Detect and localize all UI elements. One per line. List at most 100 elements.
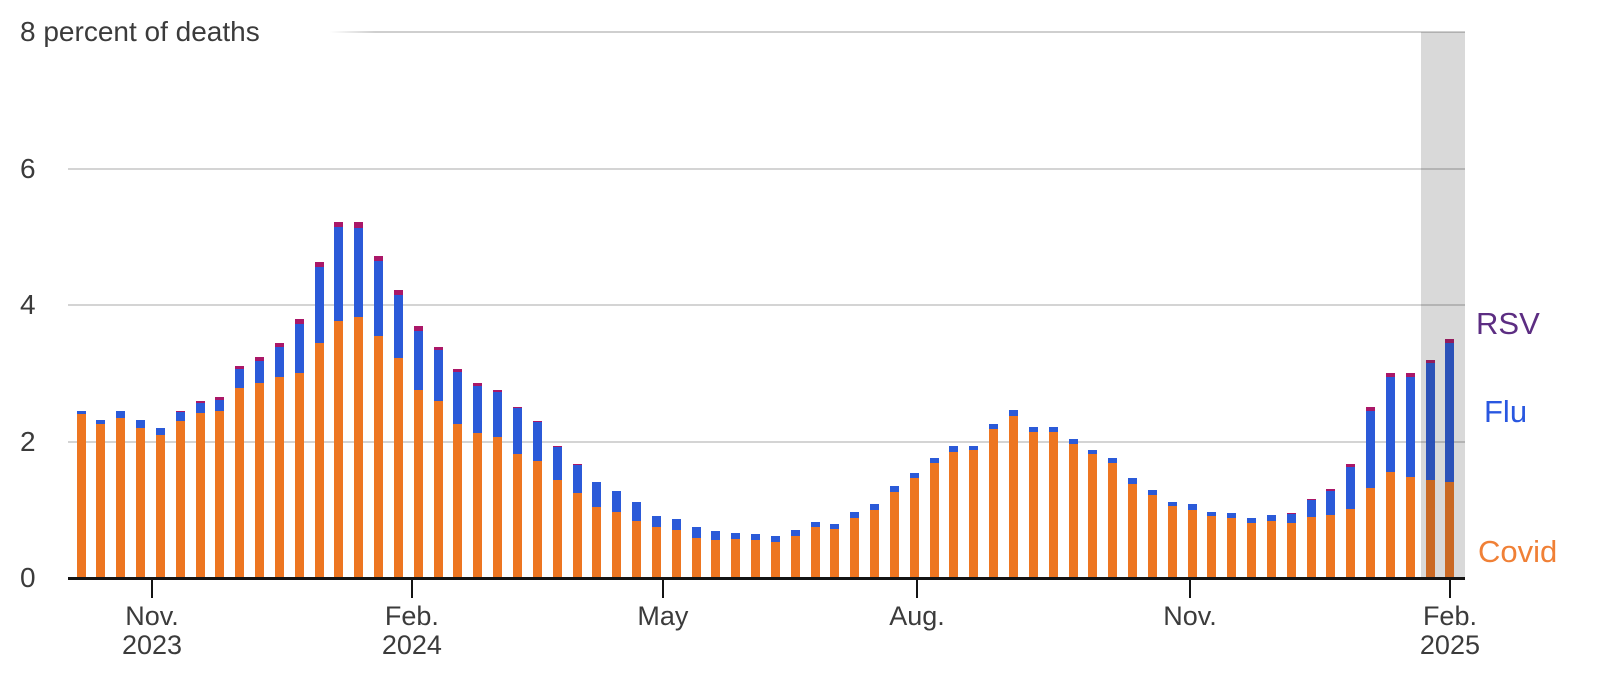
x-axis <box>68 577 1465 580</box>
bar-segment-flu <box>1028 427 1038 432</box>
bar <box>612 490 622 578</box>
bar-segment-flu <box>1405 376 1415 477</box>
bar-segment-covid <box>433 400 443 578</box>
bar-segment-rsv <box>493 389 503 392</box>
gridline-2 <box>68 440 1465 443</box>
bar-segment-covid <box>711 539 721 578</box>
bar-segment-flu <box>274 346 284 377</box>
bar-segment-flu <box>314 267 324 343</box>
bar-segment-flu <box>830 524 840 529</box>
bar-segment-rsv <box>532 421 542 423</box>
bar-segment-flu <box>493 391 503 437</box>
y-tick-label-6: 6 <box>20 152 36 184</box>
bar <box>889 485 899 578</box>
bar <box>1385 373 1395 578</box>
bar <box>374 255 384 578</box>
y-tick-label-2: 2 <box>20 425 36 457</box>
bar-segment-flu <box>116 410 126 418</box>
bar-segment-flu <box>810 522 820 528</box>
bar <box>790 529 800 578</box>
bar <box>255 356 265 578</box>
bar <box>949 446 959 578</box>
bar-segment-flu <box>1207 511 1217 516</box>
bar-segment-covid <box>909 477 919 578</box>
bar <box>1068 439 1078 578</box>
bar-segment-rsv <box>1366 407 1376 411</box>
bar-segment-covid <box>1266 520 1276 578</box>
bar <box>751 533 761 578</box>
bar-segment-flu <box>1247 517 1257 523</box>
bar-segment-flu <box>255 360 265 383</box>
bar-segment-covid <box>830 528 840 578</box>
bar <box>155 427 165 578</box>
bar-segment-covid <box>949 451 959 578</box>
bar-segment-flu <box>949 446 959 452</box>
bar-segment-covid <box>929 462 939 578</box>
bar-segment-covid <box>155 434 165 578</box>
bar-segment-flu <box>294 324 304 374</box>
bar-segment-covid <box>671 529 681 578</box>
bar <box>909 472 919 578</box>
x-tick-nov <box>1189 580 1192 598</box>
bar-segment-covid <box>294 373 304 578</box>
bar <box>1147 489 1157 578</box>
bar-segment-covid <box>1385 472 1395 578</box>
bar-segment-flu <box>1147 489 1157 495</box>
bar-segment-flu <box>909 472 919 478</box>
bar <box>1167 501 1177 578</box>
bar-segment-flu <box>1068 439 1078 444</box>
bar-segment-covid <box>1227 517 1237 578</box>
bar <box>96 420 106 578</box>
bar <box>1048 427 1058 578</box>
bar <box>453 369 463 578</box>
bar <box>512 406 522 578</box>
bar-segment-rsv <box>393 289 403 295</box>
gridline-6 <box>68 167 1465 170</box>
legend-label-rsv: RSV <box>1476 306 1540 341</box>
bar-segment-rsv <box>572 464 582 465</box>
bar-segment-flu <box>572 464 582 493</box>
bar <box>1227 513 1237 578</box>
bar-segment-flu <box>1346 466 1356 510</box>
bar <box>592 481 602 578</box>
bar-segment-rsv <box>314 262 324 268</box>
bar-segment-flu <box>1048 427 1058 432</box>
bar-segment-covid <box>374 336 384 578</box>
x-tick-label-nov: Nov. <box>1163 601 1217 631</box>
bar-segment-covid <box>255 382 265 578</box>
bar <box>1306 498 1316 578</box>
bar-segment-flu <box>632 501 642 521</box>
bar-segment-covid <box>612 512 622 578</box>
bar <box>1326 488 1336 578</box>
x-tick-sublabel: 2025 <box>1419 630 1480 660</box>
bar-segment-covid <box>1167 505 1177 578</box>
bar-segment-covid <box>1326 514 1336 578</box>
bar <box>1128 478 1138 578</box>
bar <box>334 221 344 578</box>
bar-segment-covid <box>989 428 999 578</box>
bar-segment-rsv <box>235 365 245 370</box>
bar <box>572 464 582 578</box>
bar-segment-flu <box>870 503 880 510</box>
bar <box>1207 511 1217 578</box>
bar <box>989 423 999 578</box>
bar-segment-rsv <box>1346 464 1356 467</box>
bar-segment-flu <box>969 445 979 451</box>
bar-segment-flu <box>751 533 761 540</box>
x-tick-label-may: May <box>637 601 689 631</box>
bar <box>413 326 423 578</box>
bar <box>314 262 324 578</box>
bar-segment-flu <box>354 227 364 318</box>
bar-segment-flu <box>473 386 483 433</box>
bar-segment-flu <box>552 446 562 480</box>
bar <box>274 342 284 578</box>
bar <box>136 419 146 578</box>
bar <box>1187 503 1197 578</box>
bar-segment-flu <box>532 422 542 462</box>
bar-segment-covid <box>96 424 106 578</box>
gridline-4 <box>68 304 1465 306</box>
bar-segment-covid <box>532 461 542 578</box>
bar-segment-covid <box>572 492 582 578</box>
bar-segment-covid <box>1108 462 1118 578</box>
